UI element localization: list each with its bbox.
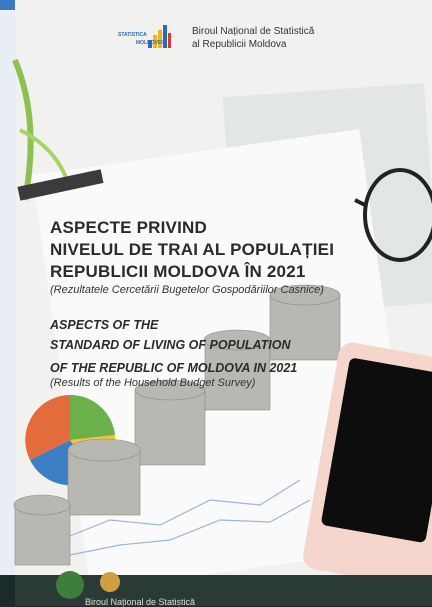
- page: {"header": {"logo_text": ["STATISTICA", …: [0, 0, 432, 606]
- title: ASPECTE PRIVIND: [50, 218, 207, 238]
- logo-text: MOLDOVEI: [136, 40, 163, 46]
- title: REPUBLICII MOLDOVA ÎN 2021: [50, 262, 306, 282]
- subtitle: (Results of the Household Budget Survey): [50, 377, 255, 389]
- subtitle: (Rezultatele Cercetării Bugetelor Gospod…: [50, 284, 324, 296]
- title: STANDARD OF LIVING OF POPULATION: [50, 338, 291, 352]
- title: ASPECTS OF THE: [50, 318, 158, 332]
- title: OF THE REPUBLIC OF MOLDOVA IN 2021: [50, 361, 297, 375]
- org-name: Biroul Național de Statistică: [192, 26, 314, 37]
- logo-text: STATISTICA: [118, 32, 147, 38]
- org-name: al Republicii Moldova: [192, 39, 287, 50]
- background-art: [0, 0, 432, 606]
- title: NIVELUL DE TRAI AL POPULAȚIEI: [50, 240, 334, 260]
